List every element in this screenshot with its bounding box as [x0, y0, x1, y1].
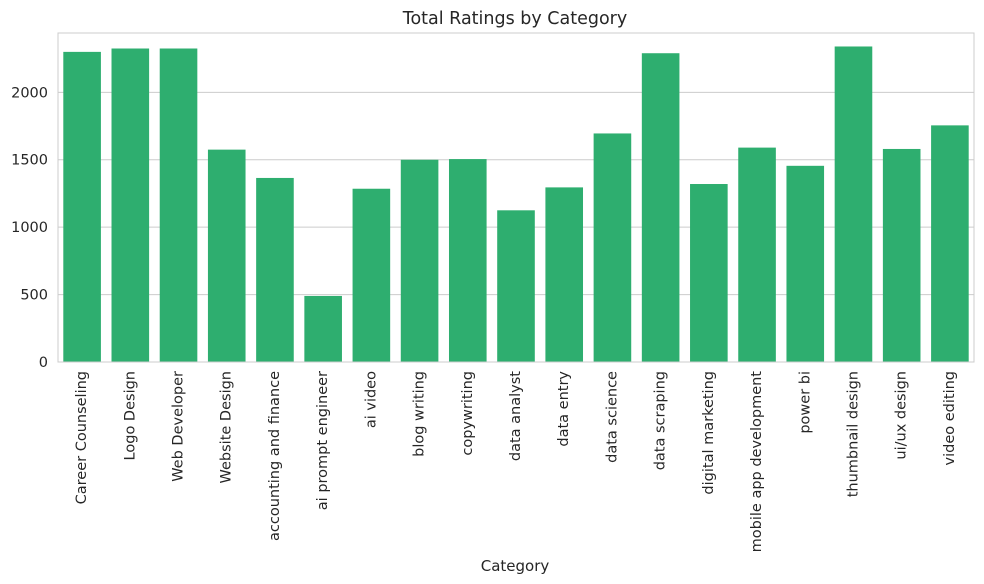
bar — [545, 187, 584, 362]
bar — [497, 210, 535, 362]
y-axis-ticks: 0 500 1000 1500 2000 — [11, 85, 48, 371]
bar — [641, 53, 680, 363]
x-tick-label: ai video — [363, 371, 379, 428]
x-tick-label: copywriting — [460, 371, 476, 456]
bar — [63, 51, 101, 363]
x-tick-label: blog writing — [412, 371, 428, 457]
bar — [882, 148, 921, 362]
bars — [63, 46, 969, 363]
bar — [738, 147, 776, 362]
x-tick-label: accounting and finance — [267, 371, 283, 541]
bar — [448, 159, 487, 362]
chart-title: Total Ratings by Category — [402, 9, 628, 29]
bar — [834, 46, 873, 362]
bar — [786, 165, 825, 362]
x-tick-label: data scraping — [653, 371, 669, 470]
bar — [256, 177, 294, 362]
bar — [690, 184, 728, 362]
y-tick-label: 0 — [39, 355, 48, 371]
x-tick-label: ui/ux design — [894, 371, 910, 460]
x-tick-label: digital marketing — [701, 371, 717, 495]
x-tick-label: power bi — [797, 371, 813, 434]
x-tick-label: Website Design — [219, 371, 235, 483]
x-tick-label: data analyst — [508, 371, 524, 461]
x-tick-label: ai prompt engineer — [315, 371, 331, 510]
x-tick-label: mobile app development — [749, 371, 765, 553]
x-tick-label: thumbnail design — [845, 371, 861, 497]
bar — [400, 159, 439, 362]
bar — [207, 149, 246, 362]
x-tick-label: data entry — [556, 371, 572, 447]
bar — [352, 188, 391, 362]
x-tick-label: data science — [604, 371, 620, 463]
x-tick-label: Career Counseling — [74, 371, 90, 504]
x-tick-label: Web Developer — [171, 371, 187, 482]
y-tick-label: 1500 — [11, 153, 48, 169]
bar — [304, 295, 342, 362]
x-tick-label: Logo Design — [122, 371, 138, 460]
y-tick-label: 500 — [20, 288, 48, 304]
y-tick-label: 1000 — [11, 220, 48, 236]
bar — [111, 48, 150, 362]
bar — [159, 48, 198, 362]
bar — [593, 133, 632, 362]
x-axis-ticks: Career Counseling Logo Design Web Develope… — [74, 371, 958, 553]
x-tick-label: video editing — [942, 371, 958, 465]
x-axis-label: Category — [481, 557, 550, 575]
plot-frame — [57, 32, 975, 363]
y-tick-label: 2000 — [11, 85, 48, 101]
bar — [931, 125, 969, 362]
